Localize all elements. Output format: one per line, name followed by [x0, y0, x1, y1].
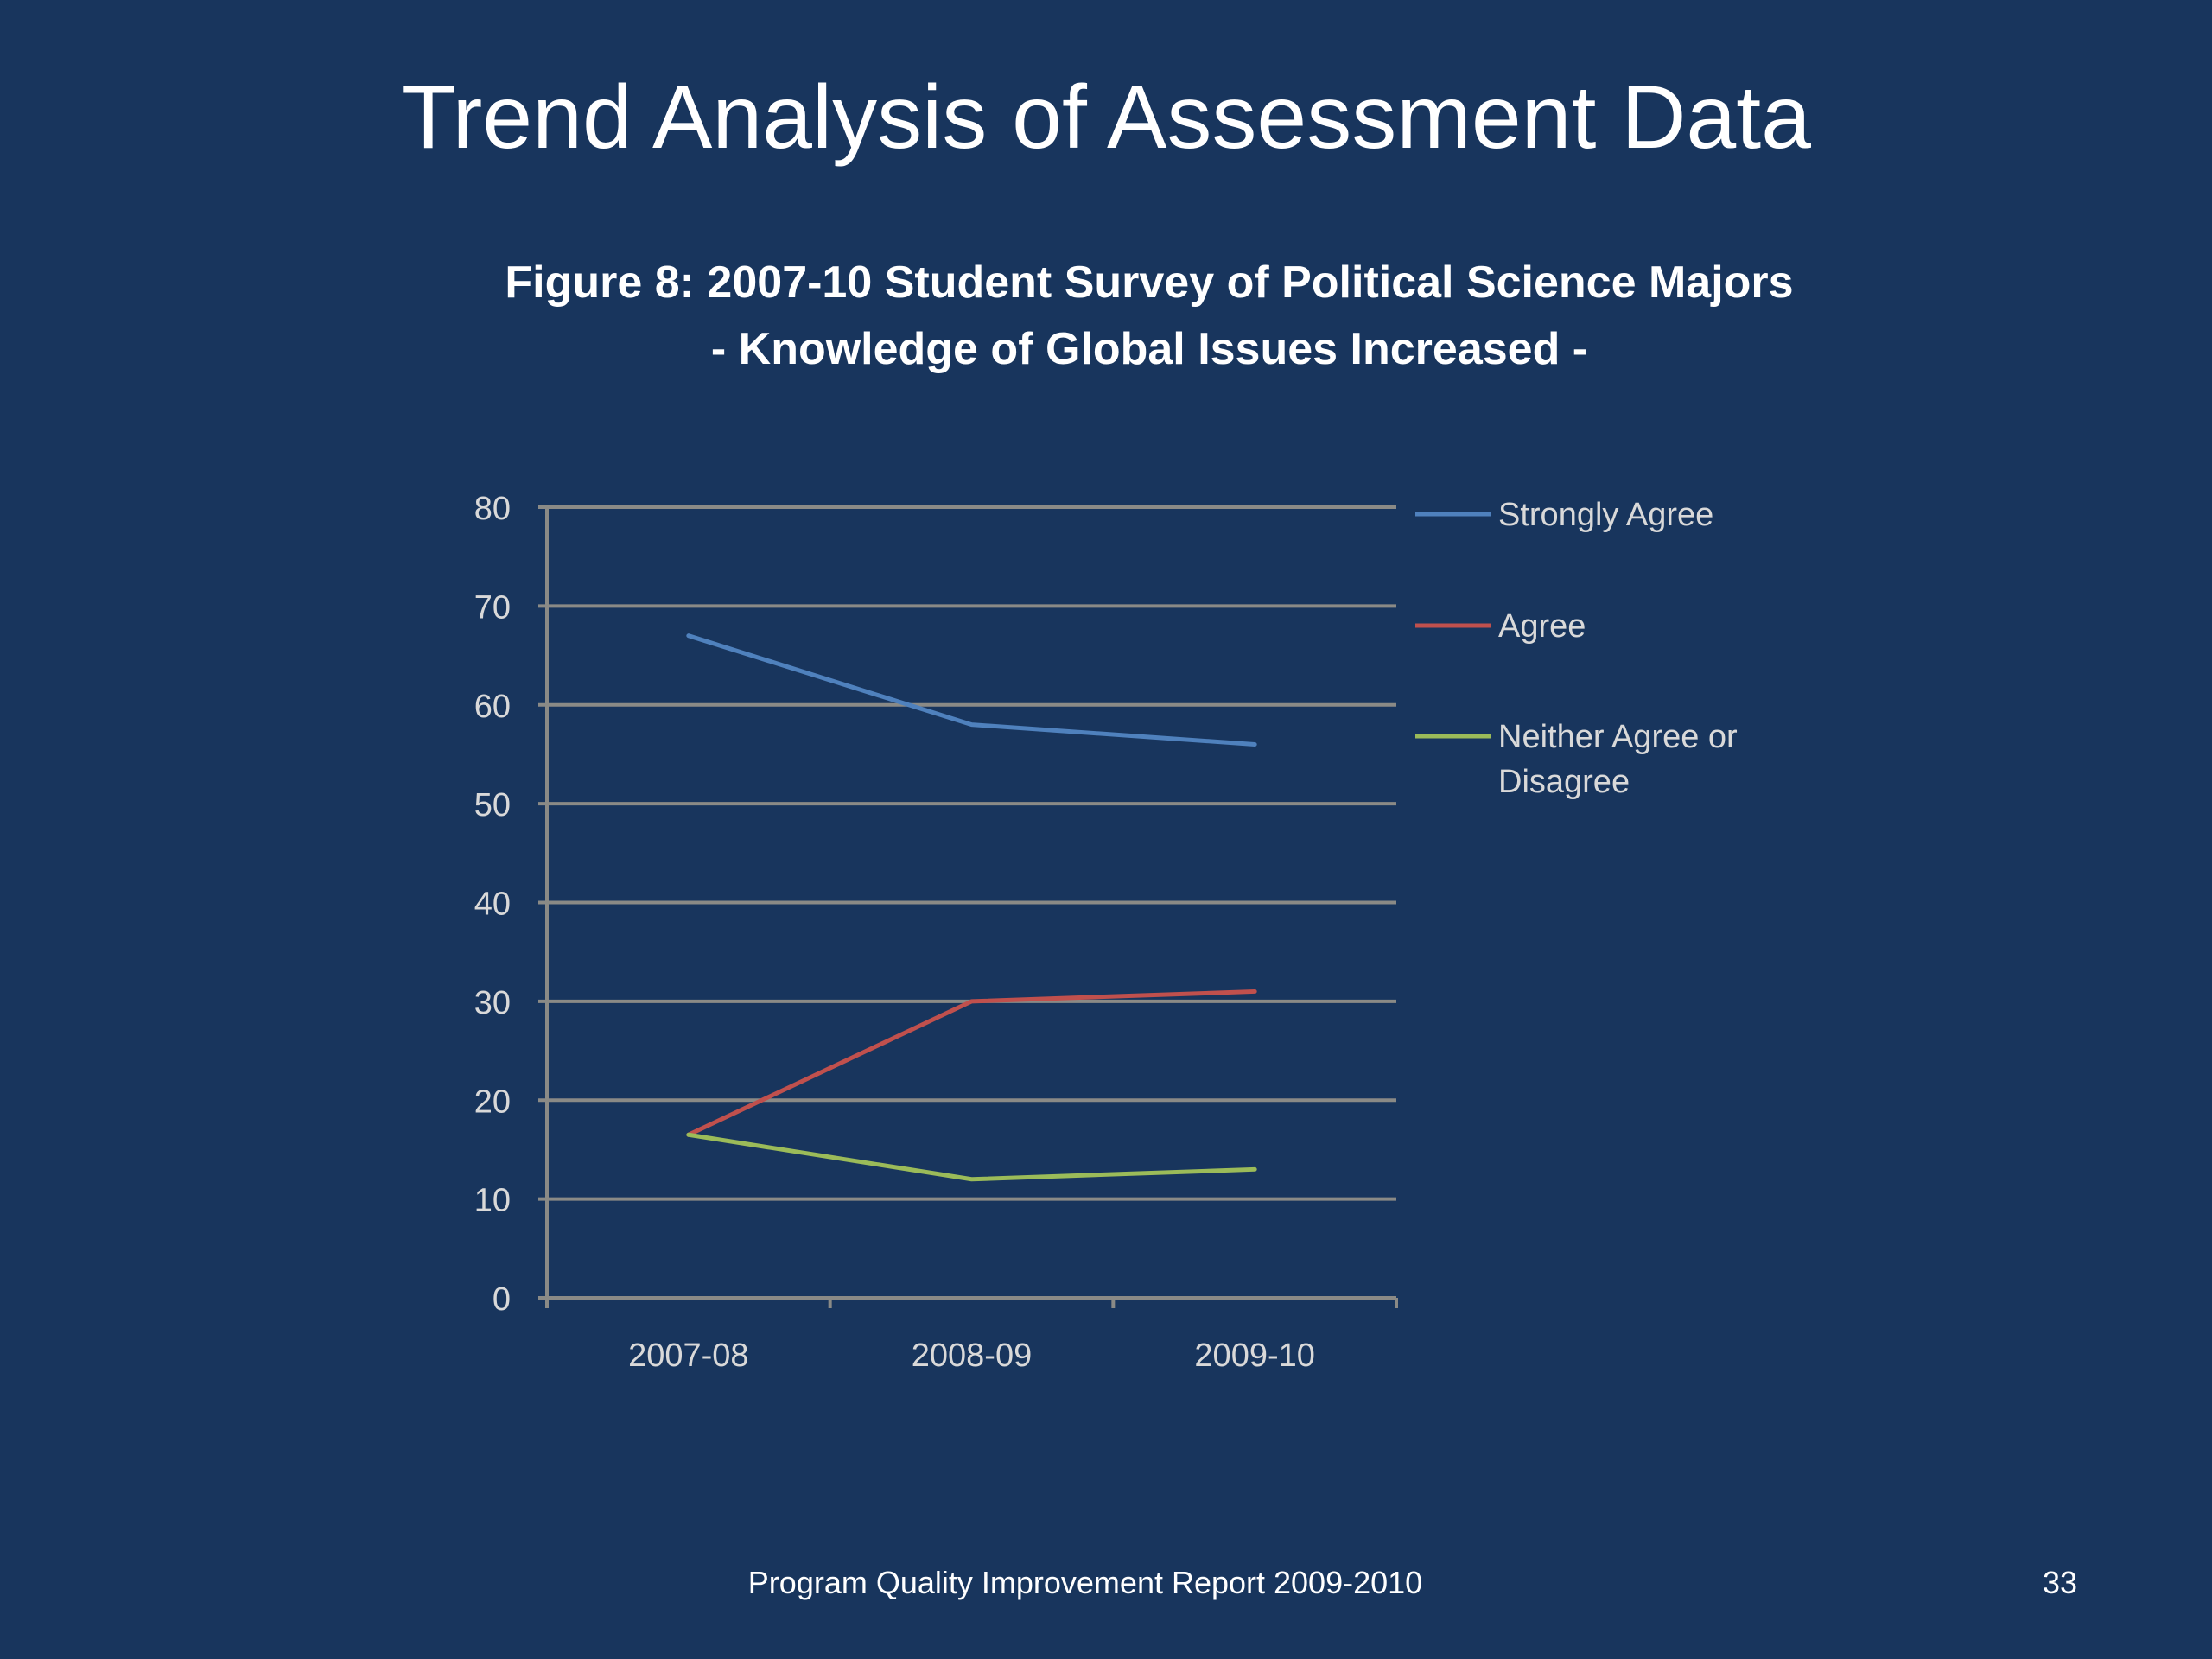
y-tick-label: 50 [474, 787, 511, 823]
gridlines [547, 505, 1396, 1201]
legend-label: Agree [1498, 608, 1586, 645]
y-tick-label: 10 [474, 1183, 511, 1219]
footer-text: Program Quality Improvement Report 2009-… [747, 1565, 1423, 1600]
y-tick-label: 40 [474, 887, 511, 923]
series-lines [686, 633, 1257, 1182]
y-tick-label: 0 [493, 1281, 511, 1318]
legend-label: Neither Agree or Disagree [1498, 719, 1738, 800]
chart-title: Figure 8: 2007-10 Student Survey of Poli… [505, 257, 1793, 308]
y-tick-label: 80 [474, 491, 511, 527]
series-line-strongly-agree [686, 633, 1257, 747]
y-tick-label: 30 [474, 985, 511, 1021]
legend: Strongly Agree Agree Neither Agree or Disag… [1415, 497, 1738, 800]
axes: 0 10 20 30 40 50 60 70 80 2007-08 2008-09 2009-10 [474, 491, 1398, 1374]
page-number: 33 [2042, 1565, 2077, 1600]
chart-subtitle: - Knowledge of Global Issues Increased - [711, 324, 1587, 374]
y-tick-label: 70 [474, 589, 511, 626]
y-tick-label: 20 [474, 1084, 511, 1120]
y-tick-label: 60 [474, 689, 511, 725]
x-tick-label: 2008-09 [912, 1338, 1032, 1374]
series-line-neither-agree-or-disagree [686, 1132, 1257, 1182]
slide-title: Trend Analysis of Assessment Data [400, 67, 1811, 168]
series-line-agree [686, 988, 1257, 1137]
x-tick-label: 2007-08 [628, 1338, 748, 1374]
legend-label: Strongly Agree [1498, 497, 1713, 533]
x-tick-label: 2009-10 [1194, 1338, 1314, 1374]
